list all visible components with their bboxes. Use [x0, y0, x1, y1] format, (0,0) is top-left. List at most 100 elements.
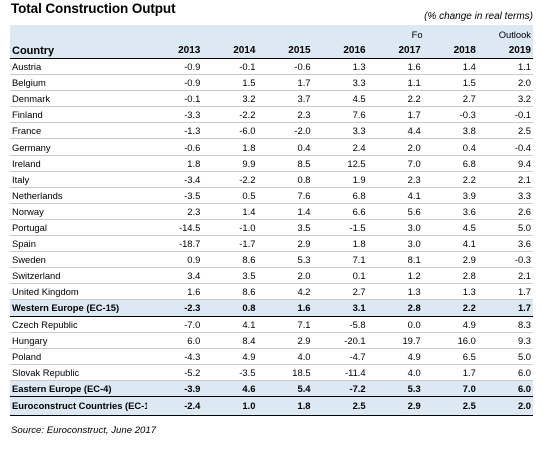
- country-cell: Sweden: [10, 251, 148, 269]
- value-cell: -0.1: [477, 106, 533, 124]
- value-cell: -7.2: [312, 379, 368, 397]
- value-cell: -3.3: [147, 106, 203, 124]
- value-cell: 5.0: [477, 348, 533, 365]
- value-cell: -0.6: [147, 138, 203, 156]
- value-cell: 8.1: [367, 251, 423, 269]
- value-cell: 1.8: [202, 138, 258, 156]
- value-cell: 1.3: [422, 283, 478, 301]
- value-cell: 1.0: [202, 395, 258, 416]
- value-cell: 0.5: [202, 187, 258, 204]
- country-cell: United Kingdom: [10, 283, 148, 301]
- value-cell: 4.1: [202, 316, 258, 333]
- value-cell: 3.4: [147, 267, 203, 285]
- value-cell: 3.1: [312, 299, 368, 317]
- value-cell: 6.0: [477, 364, 533, 381]
- value-cell: 3.8: [422, 122, 478, 140]
- value-cell: 0.8: [202, 299, 258, 317]
- value-cell: 1.6: [257, 299, 313, 317]
- year-header: 2017: [367, 43, 423, 59]
- value-cell: 1.6: [367, 58, 423, 76]
- value-cell: -4.3: [147, 348, 203, 365]
- table-title: Total Construction Output: [11, 1, 176, 16]
- value-cell: 2.9: [257, 235, 313, 253]
- value-cell: -3.4: [147, 171, 203, 188]
- value-cell: 2.9: [367, 395, 423, 416]
- value-cell: 2.0: [367, 138, 423, 156]
- value-cell: 2.3: [147, 203, 203, 220]
- year-header: 2016: [312, 43, 368, 59]
- subtotal-row: Western Europe (EC-15) -2.3 0.8 1.6 3.1 2.8 2.…: [10, 299, 533, 317]
- country-cell: Euroconstruct Countries (EC-19): [10, 395, 148, 416]
- value-cell: 2.7: [312, 283, 368, 301]
- value-cell: 1.7: [477, 299, 533, 317]
- value-cell: 1.3: [312, 58, 368, 76]
- table-row: Finland -3.3 -2.2 2.3 7.6 1.7 -0.3 -0.1: [10, 106, 533, 124]
- value-cell: -0.1: [202, 58, 258, 76]
- value-cell: 4.0: [367, 364, 423, 381]
- value-cell: 4.5: [422, 219, 478, 237]
- value-cell: -6.0: [202, 122, 258, 140]
- value-cell: -11.4: [312, 364, 368, 381]
- table-row: Netherlands -3.5 0.5 7.6 6.8 4.1 3.9 3.3: [10, 187, 533, 204]
- value-cell: 3.6: [422, 203, 478, 220]
- value-cell: -1.5: [312, 219, 368, 237]
- value-cell: 2.1: [477, 267, 533, 285]
- value-cell: -2.0: [257, 122, 313, 140]
- value-cell: -7.0: [147, 316, 203, 333]
- value-cell: 7.6: [312, 106, 368, 124]
- value-cell: -1.0: [202, 219, 258, 237]
- value-cell: 7.0: [422, 379, 478, 397]
- value-cell: 2.0: [257, 267, 313, 285]
- value-cell: 5.3: [257, 251, 313, 269]
- value-cell: 3.3: [312, 74, 368, 92]
- country-cell: Italy: [10, 171, 148, 188]
- value-cell: 1.8: [312, 235, 368, 253]
- value-cell: 6.8: [422, 155, 478, 172]
- value-cell: -14.5: [147, 219, 203, 237]
- table-row: Portugal -14.5 -1.0 3.5 -1.5 3.0 4.5 5.0: [10, 219, 533, 237]
- value-cell: 0.9: [147, 251, 203, 269]
- value-cell: 4.1: [422, 235, 478, 253]
- value-cell: 1.4: [422, 58, 478, 76]
- value-cell: 6.5: [422, 348, 478, 365]
- value-cell: 0.4: [422, 138, 478, 156]
- value-cell: -0.3: [477, 251, 533, 269]
- value-cell: 4.9: [202, 348, 258, 365]
- value-cell: 2.0: [477, 74, 533, 92]
- value-cell: 7.1: [257, 316, 313, 333]
- value-cell: 1.4: [202, 203, 258, 220]
- value-cell: 16.0: [422, 332, 478, 349]
- value-cell: 12.5: [312, 155, 368, 172]
- value-cell: 4.0: [257, 348, 313, 365]
- value-cell: 2.2: [422, 171, 478, 188]
- value-cell: 8.6: [202, 251, 258, 269]
- value-cell: -0.3: [422, 106, 478, 124]
- table-row: Czech Republic -7.0 4.1 7.1 -5.8 0.0 4.9 8.3: [10, 316, 533, 333]
- year-header: 2013: [147, 43, 203, 59]
- value-cell: 4.9: [367, 348, 423, 365]
- country-cell: Czech Republic: [10, 316, 148, 333]
- value-cell: 4.2: [257, 283, 313, 301]
- value-cell: 2.0: [477, 395, 533, 416]
- value-cell: 3.2: [202, 90, 258, 108]
- value-cell: -5.2: [147, 364, 203, 381]
- header-years-row: Country 2013 2014 2015 2016 2017 2018 20…: [10, 43, 533, 59]
- value-cell: 2.5: [422, 395, 478, 416]
- value-cell: -0.9: [147, 58, 203, 76]
- value-cell: 1.4: [257, 203, 313, 220]
- value-cell: 1.1: [477, 58, 533, 76]
- value-cell: 2.2: [367, 90, 423, 108]
- table-row: Ireland 1.8 9.9 8.5 12.5 7.0 6.8 9.4: [10, 155, 533, 172]
- value-cell: 1.2: [367, 267, 423, 285]
- value-cell: 5.3: [367, 379, 423, 397]
- value-cell: 8.5: [257, 155, 313, 172]
- country-cell: France: [10, 122, 148, 140]
- value-cell: -3.5: [202, 364, 258, 381]
- country-cell: Denmark: [10, 90, 148, 108]
- value-cell: 7.0: [367, 155, 423, 172]
- value-cell: 2.8: [367, 299, 423, 317]
- value-cell: 3.9: [422, 187, 478, 204]
- country-cell: Finland: [10, 106, 148, 124]
- country-column-header: Country: [10, 43, 148, 59]
- value-cell: 2.1: [477, 171, 533, 188]
